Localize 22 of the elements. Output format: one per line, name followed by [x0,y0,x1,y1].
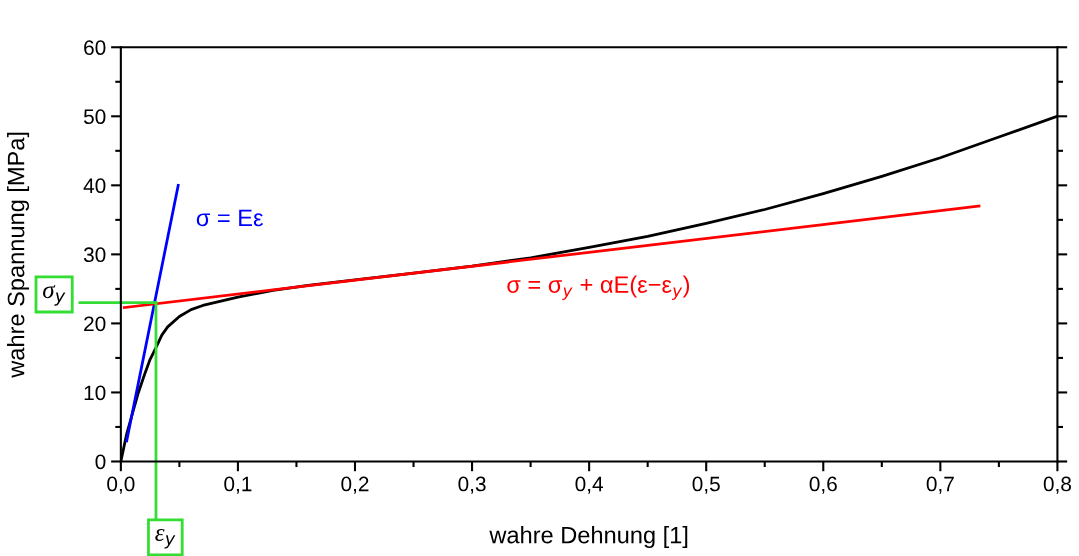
x-tick-label: 0,0 [107,476,135,494]
annotation: ε$_{y}$ [155,529,176,549]
y-axis-title: wahre Spannung [MPa] [7,132,30,378]
x-tick-label: 0,3 [458,476,486,494]
series-label: σ = Eε [196,209,264,227]
series-label: σ = σ$_{y}$ + αE(ε−ε$_{y}$) [507,275,690,300]
y-tick-label: 0 [95,454,106,470]
x-tick-label: 0,5 [692,476,720,494]
y-tick-label: 50 [83,109,106,125]
y-tick-label: 40 [83,178,106,194]
x-tick-label: 0,8 [1043,476,1071,494]
annotation: σ$_{y}$ [42,285,66,306]
x-tick-label: 0,7 [926,476,954,494]
y-tick-label: 30 [83,247,106,263]
x-tick-label: 0,6 [809,476,837,494]
x-tick-label: 0,4 [575,476,604,494]
y-tick-label: 20 [84,316,106,332]
x-tick-label: 0,1 [224,476,252,494]
x-axis-title: wahre Dehnung [1] [489,526,688,549]
y-tick-label: 10 [84,385,106,401]
x-tick-label: 0,2 [341,476,369,494]
y-tick-label: 60 [84,40,106,56]
